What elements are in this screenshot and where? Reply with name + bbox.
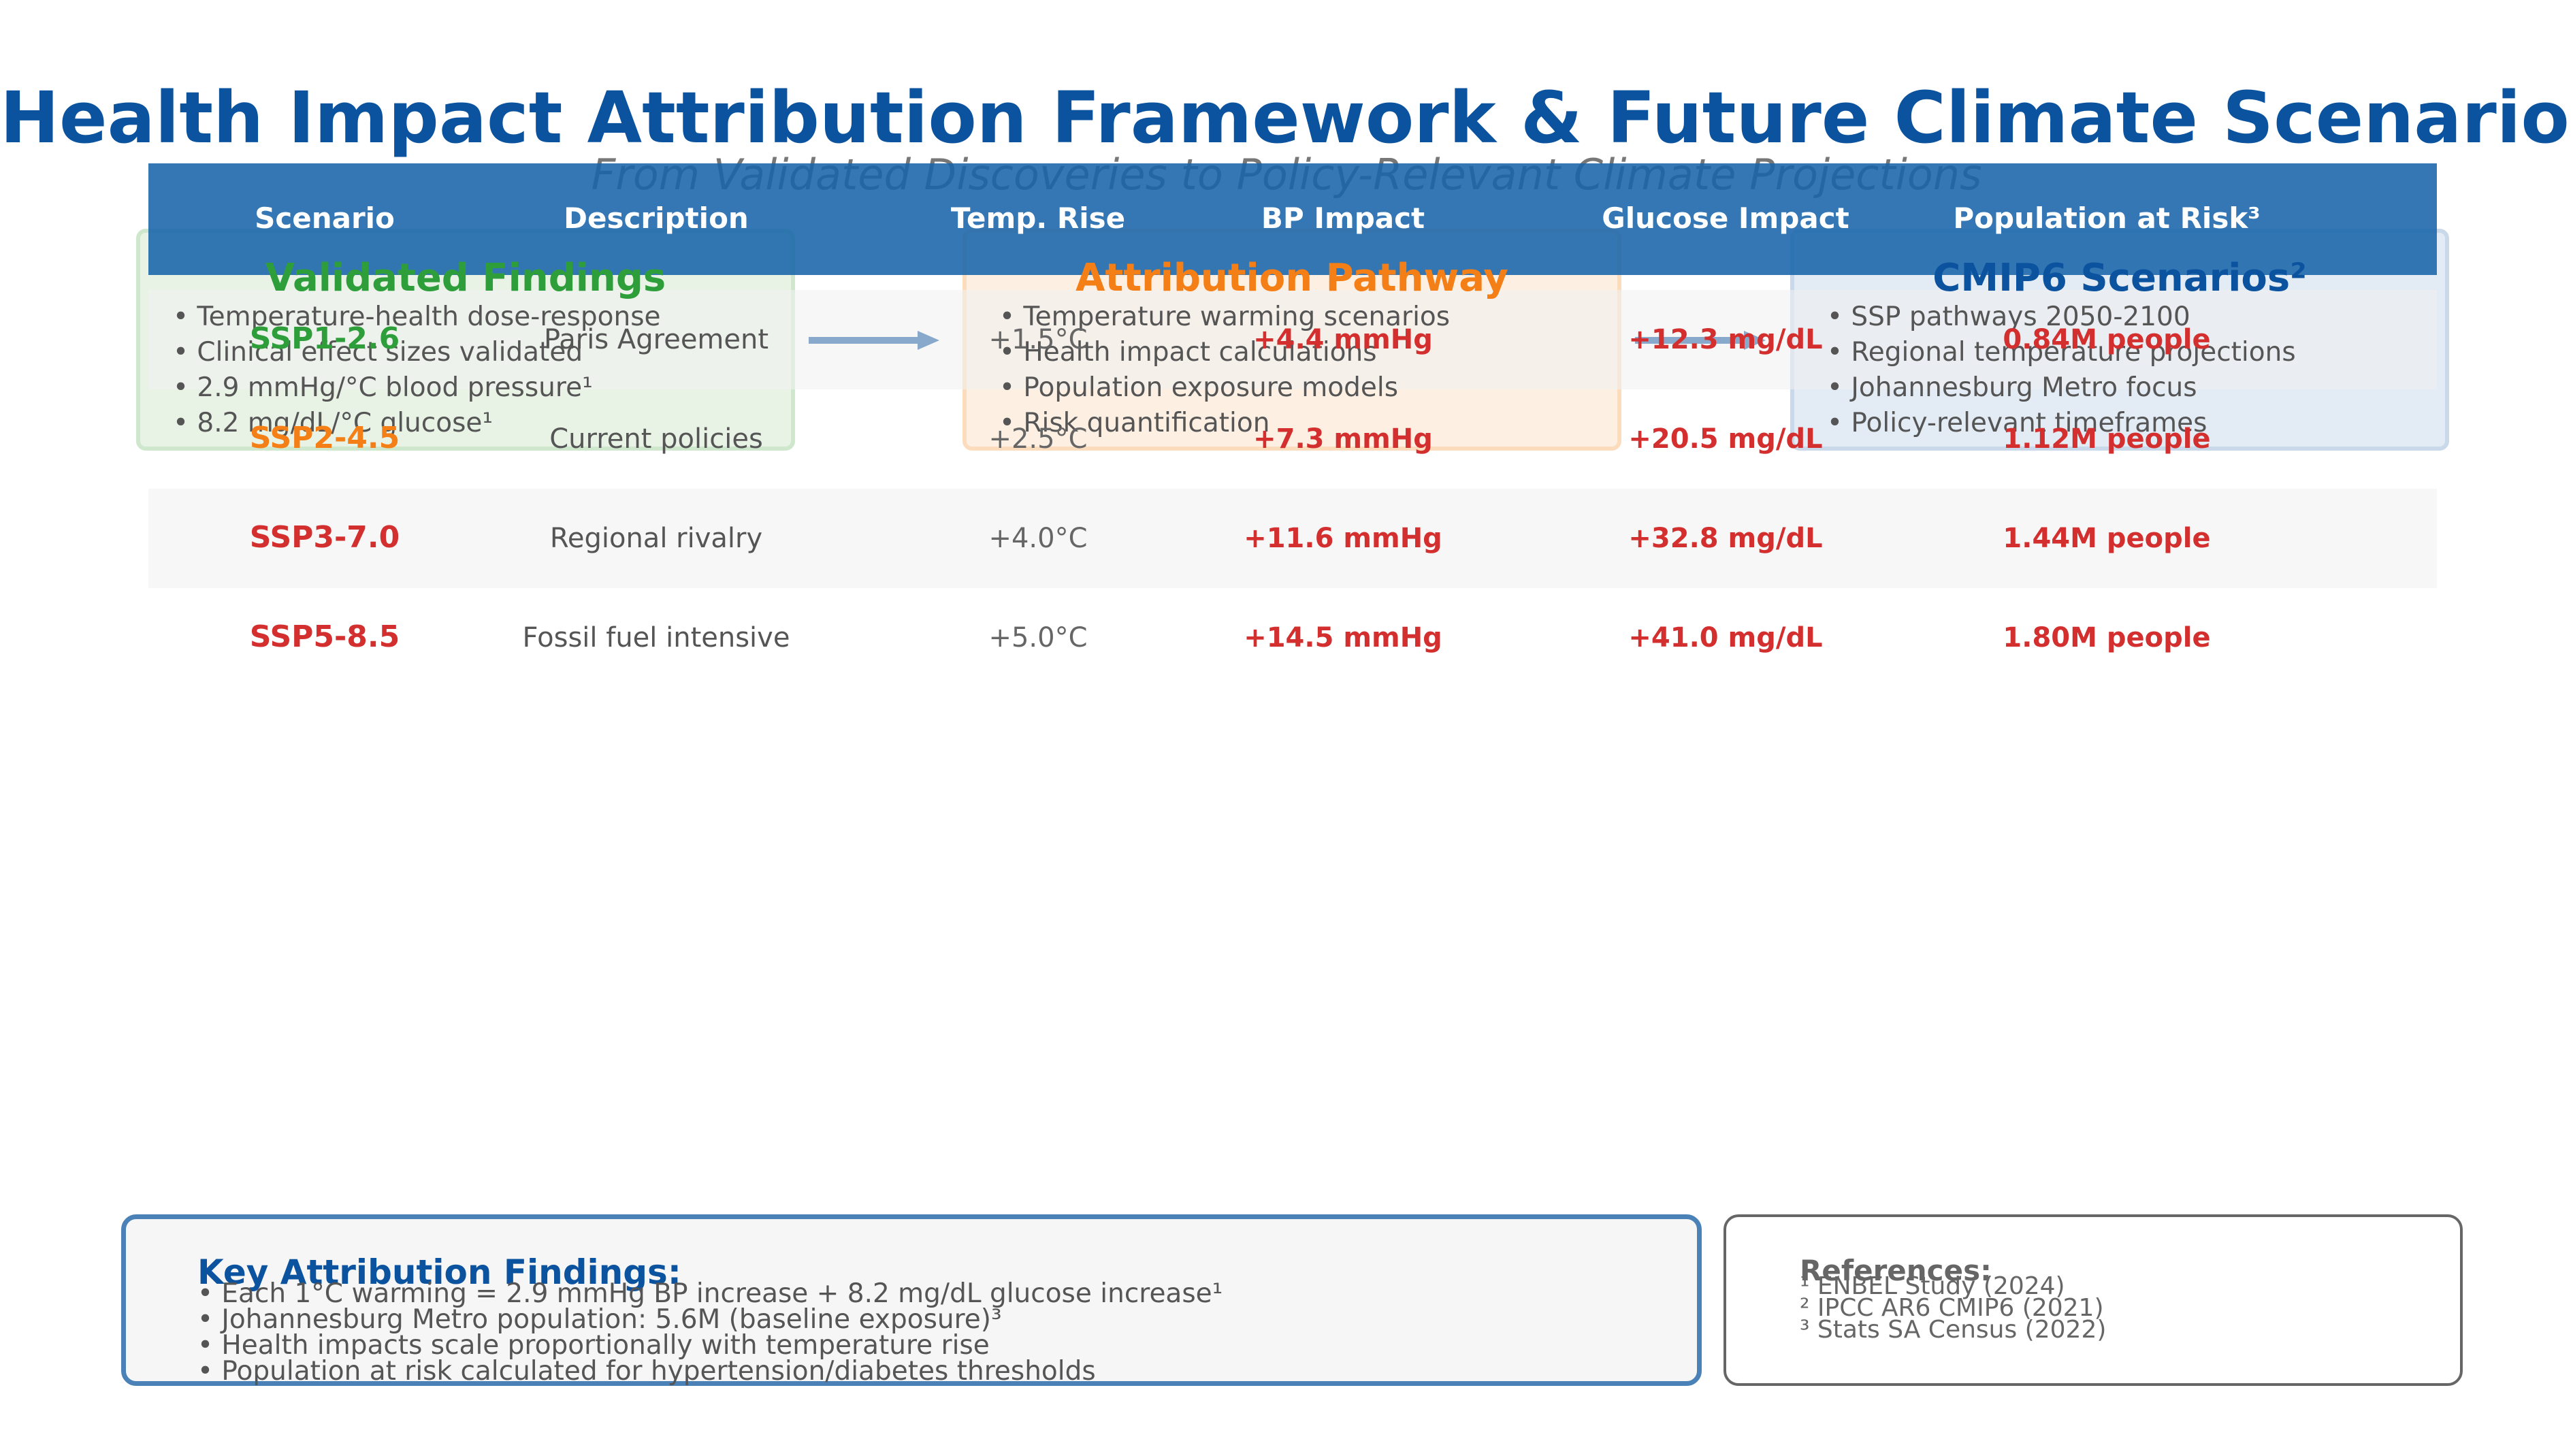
- list-item: • Population exposure models: [999, 372, 1399, 403]
- scenario-cell: SSP2-4.5: [249, 421, 400, 455]
- column-header-population-at-risk: Population at Risk³: [1953, 201, 2261, 235]
- cmip6-scenarios-list: • SSP pathways 2050-2100 • Regional temp…: [1827, 300, 2296, 441]
- population-at-risk-cell: 0.84M people: [2003, 324, 2211, 355]
- bp-impact-cell: +14.5 mmHg: [1244, 622, 1442, 653]
- page-title: Health Impact Attribution Framework & Fu…: [0, 76, 2573, 159]
- column-header-scenario: Scenario: [255, 201, 395, 235]
- key-findings-title: Key Attribution Findings:: [197, 1252, 681, 1292]
- list-item: • Population at risk calculated for hype…: [197, 1356, 1096, 1387]
- population-at-risk-cell: 1.44M people: [2003, 523, 2211, 554]
- bp-impact-cell: +4.4 mmHg: [1253, 324, 1433, 355]
- bp-impact-cell: +11.6 mmHg: [1244, 523, 1442, 554]
- list-item: • Johannesburg Metro focus: [1827, 372, 2197, 403]
- list-item: ³ Stats SA Census (2022): [1800, 1316, 2107, 1344]
- attribution-pathway-list: • Temperature warming scenarios • Health…: [999, 300, 1450, 441]
- cmip6-scenarios-title: CMIP6 Scenarios²: [1932, 256, 2307, 300]
- glucose-impact-cell: +32.8 mg/dL: [1628, 523, 1823, 554]
- list-item: • Policy-relevant timeframes: [1827, 408, 2207, 438]
- key-findings-list: • Each 1°C warming = 2.9 mmHg BP increas…: [197, 1278, 1223, 1387]
- list-item: • 2.9 mmHg/°C blood pressure¹: [173, 372, 593, 403]
- temp-rise-cell: +4.0°C: [988, 523, 1088, 554]
- attribution-pathway-title: Attribution Pathway: [1075, 256, 1508, 300]
- temp-rise-cell: +1.5°C: [988, 324, 1088, 355]
- glucose-impact-cell: +12.3 mg/dL: [1628, 324, 1823, 355]
- glucose-impact-cell: +20.5 mg/dL: [1628, 423, 1823, 455]
- references-box: [1724, 1214, 2463, 1386]
- validated-findings-title: Validated Findings: [265, 256, 666, 300]
- description-cell: Paris Agreement: [543, 324, 769, 355]
- list-item: • Each 1°C warming = 2.9 mmHg BP increas…: [197, 1278, 1223, 1309]
- scenario-cell: SSP1-2.6: [249, 321, 400, 356]
- column-header-bp-impact: BP Impact: [1261, 201, 1425, 235]
- glucose-impact-cell: +41.0 mg/dL: [1628, 622, 1823, 653]
- references-list: ¹ ENBEL Study (2024) ² IPCC AR6 CMIP6 (2…: [1800, 1272, 2107, 1344]
- list-item: • Health impacts scale proportionally wi…: [197, 1330, 990, 1361]
- table-header-band: [148, 163, 2437, 275]
- table-row-background: [148, 290, 2437, 389]
- list-item: • Regional temperature projections: [1827, 337, 2296, 368]
- description-cell: Fossil fuel intensive: [522, 622, 790, 653]
- references-title: References:: [1800, 1254, 1992, 1287]
- list-item: • Johannesburg Metro population: 5.6M (b…: [197, 1304, 1002, 1335]
- list-item: • Risk quantification: [999, 408, 1270, 438]
- column-header-description: Description: [564, 201, 749, 235]
- list-item: ¹ ENBEL Study (2024): [1800, 1272, 2065, 1300]
- list-item: • 8.2 mg/dL/°C glucose¹: [173, 408, 493, 438]
- population-at-risk-cell: 1.12M people: [2003, 423, 2211, 455]
- list-item: • Temperature warming scenarios: [999, 302, 1451, 332]
- table-row-background: [148, 489, 2437, 588]
- temp-rise-cell: +2.5°C: [988, 423, 1088, 455]
- column-header-glucose-impact: Glucose Impact: [1602, 201, 1849, 235]
- scenario-cell: SSP3-7.0: [249, 520, 400, 555]
- population-at-risk-cell: 1.80M people: [2003, 622, 2211, 653]
- list-item: • Temperature-health dose-response: [173, 302, 661, 332]
- description-cell: Regional rivalry: [549, 523, 763, 554]
- list-item: • SSP pathways 2050-2100: [1827, 302, 2190, 332]
- column-header-temp-rise: Temp. Rise: [950, 201, 1126, 235]
- key-findings-box: [121, 1214, 1702, 1386]
- list-item: • Health impact calculations: [999, 337, 1377, 368]
- description-cell: Current policies: [549, 423, 763, 455]
- bp-impact-cell: +7.3 mmHg: [1253, 423, 1433, 455]
- temp-rise-cell: +5.0°C: [988, 622, 1088, 653]
- list-item: • Clinical effect sizes validated: [173, 337, 583, 368]
- scenario-cell: SSP5-8.5: [249, 619, 400, 654]
- list-item: ² IPCC AR6 CMIP6 (2021): [1800, 1294, 2104, 1322]
- validated-findings-list: • Temperature-health dose-response • Cli…: [173, 300, 661, 441]
